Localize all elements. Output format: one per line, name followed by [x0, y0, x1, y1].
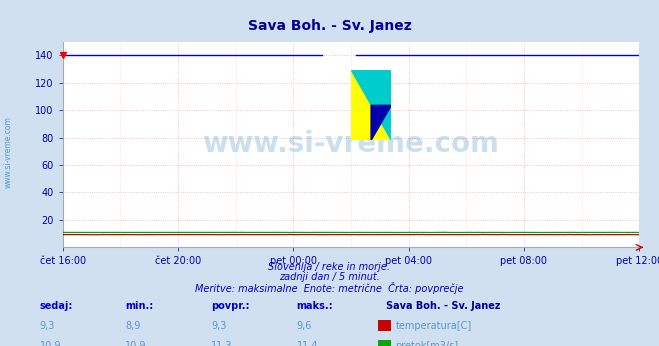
Text: Slovenija / reke in morje.: Slovenija / reke in morje. [268, 262, 391, 272]
Text: www.si-vreme.com: www.si-vreme.com [202, 130, 500, 158]
Text: maks.:: maks.: [297, 301, 333, 311]
Text: pretok[m3/s]: pretok[m3/s] [395, 342, 459, 346]
Text: www.si-vreme.com: www.si-vreme.com [3, 116, 13, 188]
Text: 11,4: 11,4 [297, 342, 318, 346]
Text: 9,3: 9,3 [40, 321, 55, 331]
Text: zadnji dan / 5 minut.: zadnji dan / 5 minut. [279, 273, 380, 282]
Text: 10,9: 10,9 [125, 342, 147, 346]
Text: Sava Boh. - Sv. Janez: Sava Boh. - Sv. Janez [248, 19, 411, 33]
Text: povpr.:: povpr.: [211, 301, 249, 311]
Text: 10,9: 10,9 [40, 342, 61, 346]
Text: 9,6: 9,6 [297, 321, 312, 331]
Text: Sava Boh. - Sv. Janez: Sava Boh. - Sv. Janez [386, 301, 500, 311]
Text: Meritve: maksimalne  Enote: metrične  Črta: povprečje: Meritve: maksimalne Enote: metrične Črta… [195, 282, 464, 294]
Text: temperatura[C]: temperatura[C] [395, 321, 472, 331]
Text: 11,3: 11,3 [211, 342, 233, 346]
Text: 8,9: 8,9 [125, 321, 140, 331]
Text: min.:: min.: [125, 301, 154, 311]
Text: 9,3: 9,3 [211, 321, 226, 331]
Text: sedaj:: sedaj: [40, 301, 73, 311]
